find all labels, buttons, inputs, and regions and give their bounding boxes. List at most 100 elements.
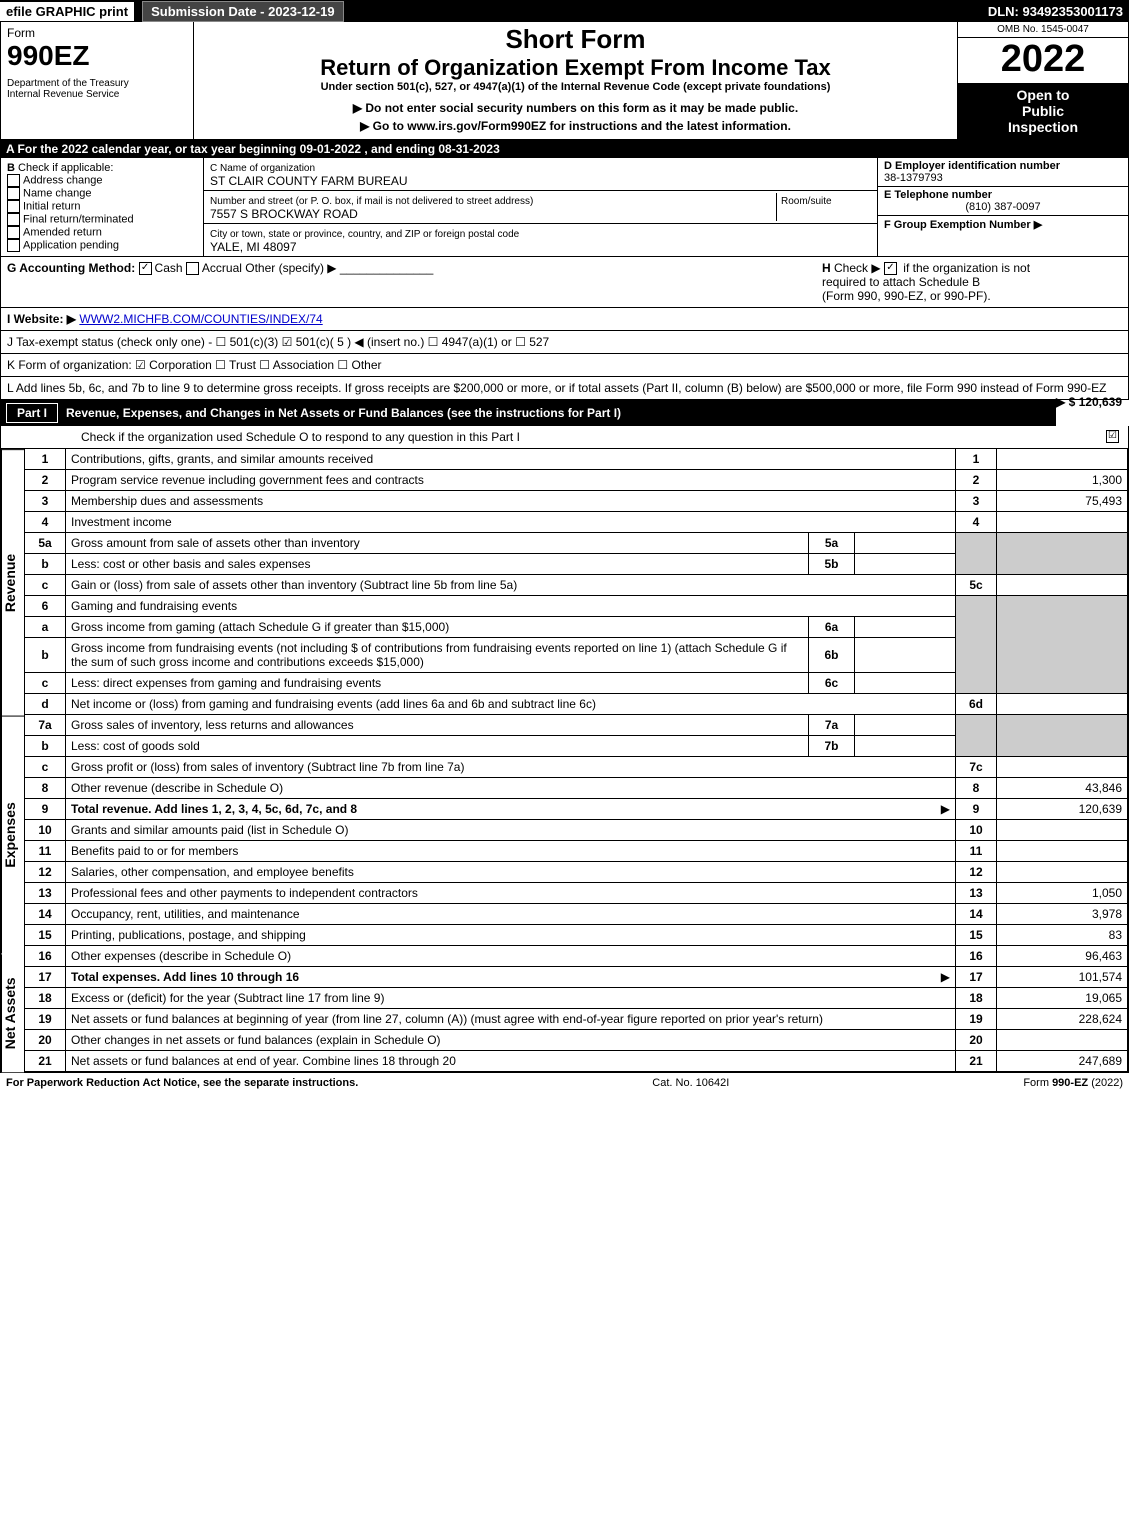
section-h-label: H	[822, 261, 831, 275]
line-5c-amount	[997, 575, 1128, 596]
line-13-amount: 1,050	[997, 883, 1128, 904]
checkbox-accrual[interactable]	[186, 262, 199, 275]
line-l-gross-receipts: L Add lines 5b, 6c, and 7b to line 9 to …	[0, 377, 1129, 400]
form-header: Form 990EZ Department of the Treasury In…	[0, 22, 1129, 140]
line-j-tax-exempt: J Tax-exempt status (check only one) - ☐…	[0, 331, 1129, 354]
submission-date: Submission Date - 2023-12-19	[142, 1, 344, 22]
return-title: Return of Organization Exempt From Incom…	[200, 55, 951, 81]
line-20-amount	[997, 1030, 1128, 1051]
page-footer: For Paperwork Reduction Act Notice, see …	[0, 1072, 1129, 1093]
line-8-desc: Other revenue (describe in Schedule O)	[71, 781, 283, 795]
top-bar: efile GRAPHIC print Submission Date - 20…	[0, 0, 1129, 22]
line-5c-desc: Gain or (loss) from sale of assets other…	[71, 578, 517, 592]
line-i-website: I Website: ▶ WWW2.MICHFB.COM/COUNTIES/IN…	[0, 308, 1129, 331]
line-15-amount: 83	[997, 925, 1128, 946]
goto-link[interactable]: ▶ Go to www.irs.gov/Form990EZ for instru…	[200, 119, 951, 133]
line-12-desc: Salaries, other compensation, and employ…	[71, 865, 354, 879]
line-3-amount: 75,493	[997, 491, 1128, 512]
line-l-text: L Add lines 5b, 6c, and 7b to line 9 to …	[7, 381, 1106, 395]
line-1-desc: Contributions, gifts, grants, and simila…	[71, 452, 373, 466]
line-18-desc: Excess or (deficit) for the year (Subtra…	[71, 991, 384, 1005]
website-label: I Website: ▶	[7, 312, 76, 326]
checkbox-amended-return[interactable]	[7, 226, 20, 239]
checkbox-final-return[interactable]	[7, 213, 20, 226]
phone-value: (810) 387-0097	[884, 201, 1122, 213]
phone-label: E Telephone number	[884, 189, 992, 201]
line-17-desc: Total expenses. Add lines 10 through 16	[71, 970, 299, 984]
ssn-warning: ▶ Do not enter social security numbers o…	[200, 101, 951, 115]
checkbox-initial-return[interactable]	[7, 200, 20, 213]
line-3-desc: Membership dues and assessments	[71, 494, 263, 508]
part-i-header: Part I Revenue, Expenses, and Changes in…	[0, 400, 1056, 426]
line-l-amount: ▶ $ 120,639	[1056, 395, 1122, 409]
efile-print-label[interactable]: efile GRAPHIC print	[0, 2, 134, 21]
short-form-title: Short Form	[200, 24, 951, 55]
lines-table: 1Contributions, gifts, grants, and simil…	[24, 449, 1128, 1072]
accounting-method-label: G Accounting Method:	[7, 261, 135, 275]
line-2-desc: Program service revenue including govern…	[71, 473, 424, 487]
section-c: C Name of organization ST CLAIR COUNTY F…	[204, 158, 877, 256]
checkbox-cash[interactable]: ✓	[139, 262, 152, 275]
line-17-amount: 101,574	[997, 967, 1128, 988]
part-i-check: Check if the organization used Schedule …	[0, 426, 1129, 449]
section-b: B Check if applicable: Address change Na…	[1, 158, 204, 256]
checkbox-schedule-b[interactable]: ✓	[884, 262, 897, 275]
city-label: City or town, state or province, country…	[210, 229, 519, 240]
line-8-amount: 43,846	[997, 778, 1128, 799]
line-1-amount	[997, 449, 1128, 470]
line-19-desc: Net assets or fund balances at beginning…	[71, 1012, 823, 1026]
open-to-public: Open to Public Inspection	[958, 83, 1128, 139]
line-13-desc: Professional fees and other payments to …	[71, 886, 418, 900]
tax-year: 2022	[958, 38, 1128, 81]
line-6b-desc: Gross income from fundraising events (no…	[71, 641, 787, 669]
footer-right: Form 990-EZ (2022)	[1023, 1077, 1123, 1089]
line-16-desc: Other expenses (describe in Schedule O)	[71, 949, 291, 963]
line-20-desc: Other changes in net assets or fund bala…	[71, 1033, 441, 1047]
dept-line-1: Department of the Treasury	[7, 78, 187, 89]
line-6a-desc: Gross income from gaming (attach Schedul…	[71, 620, 449, 634]
city-state-zip: YALE, MI 48097	[210, 240, 297, 254]
line-5a-desc: Gross amount from sale of assets other t…	[71, 536, 360, 550]
line-10-desc: Grants and similar amounts paid (list in…	[71, 823, 348, 837]
ein-value: 38-1379793	[884, 172, 943, 184]
part-i-check-text: Check if the organization used Schedule …	[81, 430, 520, 444]
part-i-title: Revenue, Expenses, and Changes in Net As…	[66, 406, 621, 420]
line-6d-desc: Net income or (loss) from gaming and fun…	[71, 697, 596, 711]
line-14-amount: 3,978	[997, 904, 1128, 925]
checkbox-application-pending[interactable]	[7, 239, 20, 252]
part-i-label: Part I	[6, 403, 58, 423]
line-6-desc: Gaming and fundraising events	[71, 599, 237, 613]
line-7c-amount	[997, 757, 1128, 778]
checkbox-address-change[interactable]	[7, 174, 20, 187]
dept-line-2: Internal Revenue Service	[7, 89, 187, 100]
line-4-desc: Investment income	[71, 515, 172, 529]
section-b-label: B	[7, 162, 15, 174]
website-link[interactable]: WWW2.MICHFB.COM/COUNTIES/INDEX/74	[79, 312, 322, 326]
line-19-amount: 228,624	[997, 1009, 1128, 1030]
dln-label: DLN: 93492353001173	[988, 4, 1129, 19]
line-7b-desc: Less: cost of goods sold	[71, 739, 200, 753]
line-9-desc: Total revenue. Add lines 1, 2, 3, 4, 5c,…	[71, 802, 357, 816]
org-name-label: C Name of organization	[210, 163, 315, 174]
sidebar-expenses: Expenses	[1, 716, 24, 954]
org-name: ST CLAIR COUNTY FARM BUREAU	[210, 174, 408, 188]
checkbox-schedule-o[interactable]: ☑	[1106, 430, 1119, 443]
sidebar-revenue: Revenue	[1, 449, 24, 716]
line-6c-desc: Less: direct expenses from gaming and fu…	[71, 676, 381, 690]
form-word: Form	[7, 26, 187, 40]
ein-label: D Employer identification number	[884, 160, 1060, 172]
line-10-amount	[997, 820, 1128, 841]
line-5b-desc: Less: cost or other basis and sales expe…	[71, 557, 310, 571]
line-12-amount	[997, 862, 1128, 883]
checkbox-name-change[interactable]	[7, 187, 20, 200]
section-b-check-label: Check if applicable:	[18, 162, 113, 174]
line-14-desc: Occupancy, rent, utilities, and maintena…	[71, 907, 300, 921]
line-16-amount: 96,463	[997, 946, 1128, 967]
line-7c-desc: Gross profit or (loss) from sales of inv…	[71, 760, 464, 774]
group-exemption-label: F Group Exemption Number ▶	[884, 219, 1042, 231]
subtitle: Under section 501(c), 527, or 4947(a)(1)…	[200, 81, 951, 93]
section-d-e-f: D Employer identification number 38-1379…	[877, 158, 1128, 256]
section-a-tax-year: A For the 2022 calendar year, or tax yea…	[0, 140, 1129, 158]
line-11-amount	[997, 841, 1128, 862]
line-7a-desc: Gross sales of inventory, less returns a…	[71, 718, 354, 732]
